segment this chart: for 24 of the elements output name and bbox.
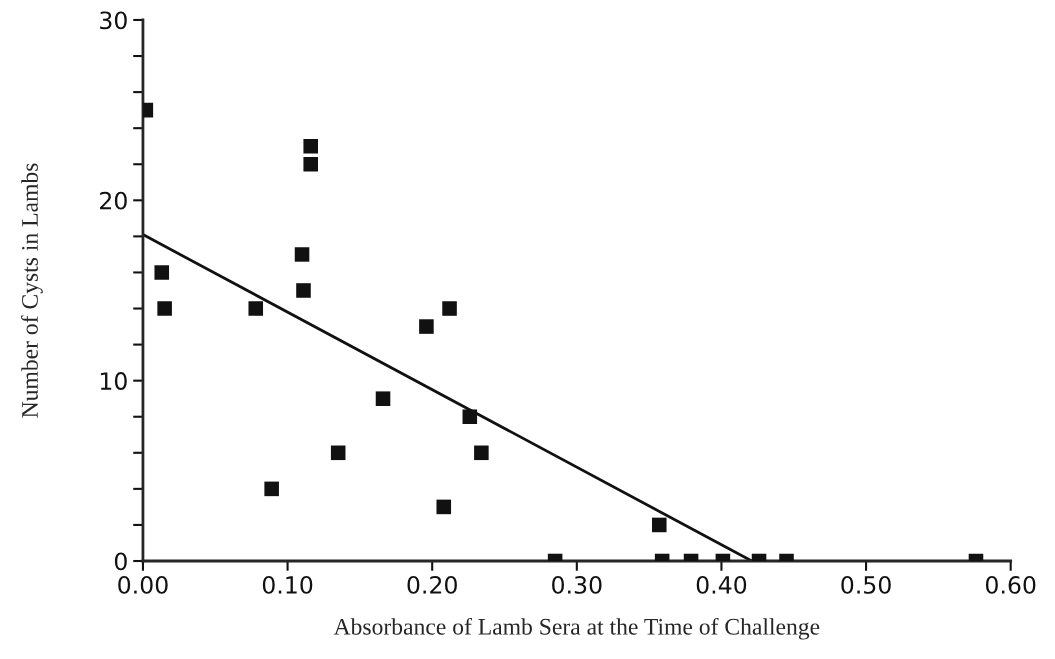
point [303,138,318,154]
point [296,283,311,298]
point [419,319,434,334]
x-tick-label: 0.00 [118,576,168,594]
x-tick-label: 0.30 [552,576,602,594]
x-tick-label: 0.20 [407,576,457,594]
point [375,391,391,406]
point [157,301,172,316]
point [248,301,264,316]
y-tick-label: 10 [100,372,127,390]
y-axis-title: Number of Cysts in Lambs [21,163,43,418]
y-tick-label: 30 [100,11,127,30]
x-tick-label: 0.40 [696,576,747,594]
point [442,301,457,316]
point [154,265,170,280]
y-tick-label: 0 [114,552,127,571]
x-axis-title: Absorbance of Lamb Sera at the Time of Challenge [333,617,820,640]
x-tick-label: 0.10 [262,576,313,594]
point [462,409,478,425]
x-tick-label: 0.60 [985,576,1036,594]
point [303,156,318,172]
point [294,247,310,262]
y-tick-label: 20 [100,191,127,210]
x-tick-label: 0.50 [841,576,891,594]
